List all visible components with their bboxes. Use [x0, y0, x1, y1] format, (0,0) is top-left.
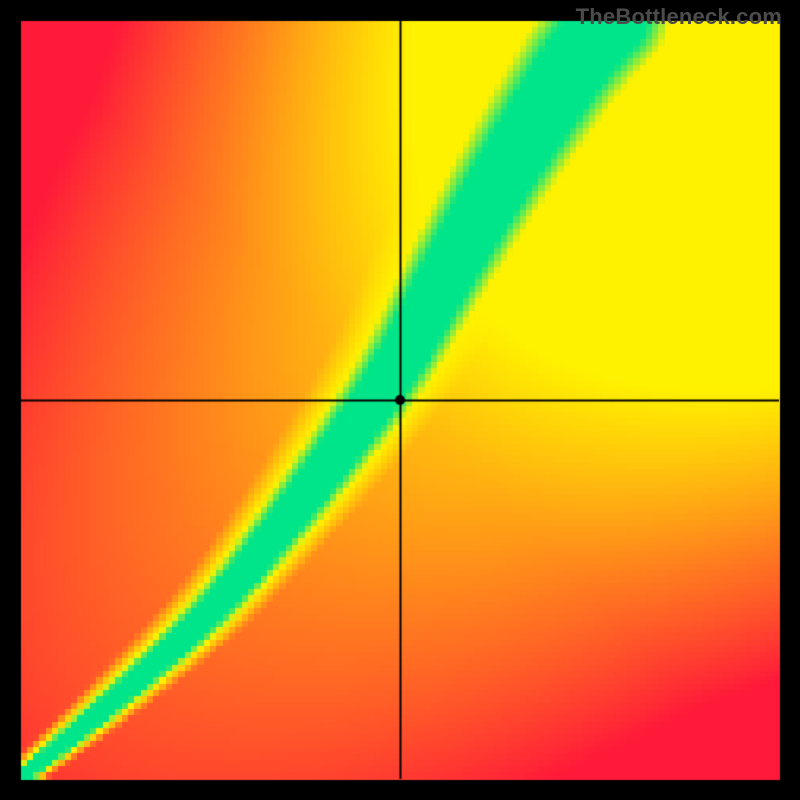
watermark-text: TheBottleneck.com [576, 4, 782, 30]
heatmap-canvas [0, 0, 800, 800]
chart-root: TheBottleneck.com [0, 0, 800, 800]
